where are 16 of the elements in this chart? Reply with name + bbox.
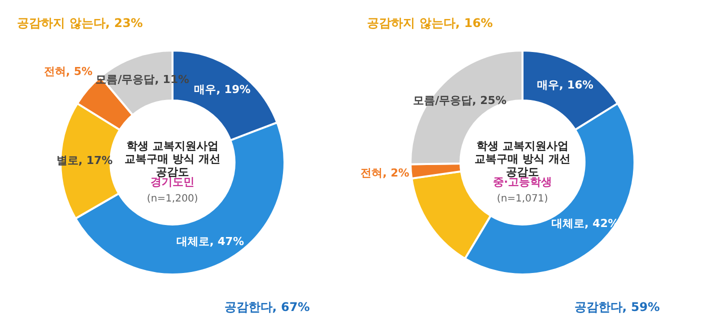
text: 학생 교복지원사업 교복구매 방식 개선 공감도 bbox=[474, 140, 570, 178]
text: 공감한다, 59% bbox=[574, 300, 660, 314]
text: 중·고등학생 bbox=[492, 176, 552, 188]
slice-label: 전혀, 5% bbox=[44, 65, 93, 78]
text: 공감한다, 67% bbox=[224, 300, 310, 314]
text: 경기도민 bbox=[150, 176, 194, 188]
slice-label: 대체로, 47% bbox=[176, 234, 244, 248]
text: 학생 교복지원사업 교복구매 방식 개선 공감도 bbox=[124, 140, 220, 178]
slice-label: 모름/무응답, 25% bbox=[413, 94, 506, 107]
text: (n=1,200) bbox=[146, 194, 198, 204]
slice-label: 전혀, 2% bbox=[360, 166, 410, 180]
text: 공감하지 않는다, 23% bbox=[17, 16, 143, 30]
text: (n=1,071) bbox=[496, 194, 548, 204]
text: 공감하지 않는다, 16% bbox=[367, 16, 493, 30]
slice-label: 매우, 16% bbox=[537, 78, 594, 92]
slice-label: 매우, 19% bbox=[194, 83, 251, 96]
